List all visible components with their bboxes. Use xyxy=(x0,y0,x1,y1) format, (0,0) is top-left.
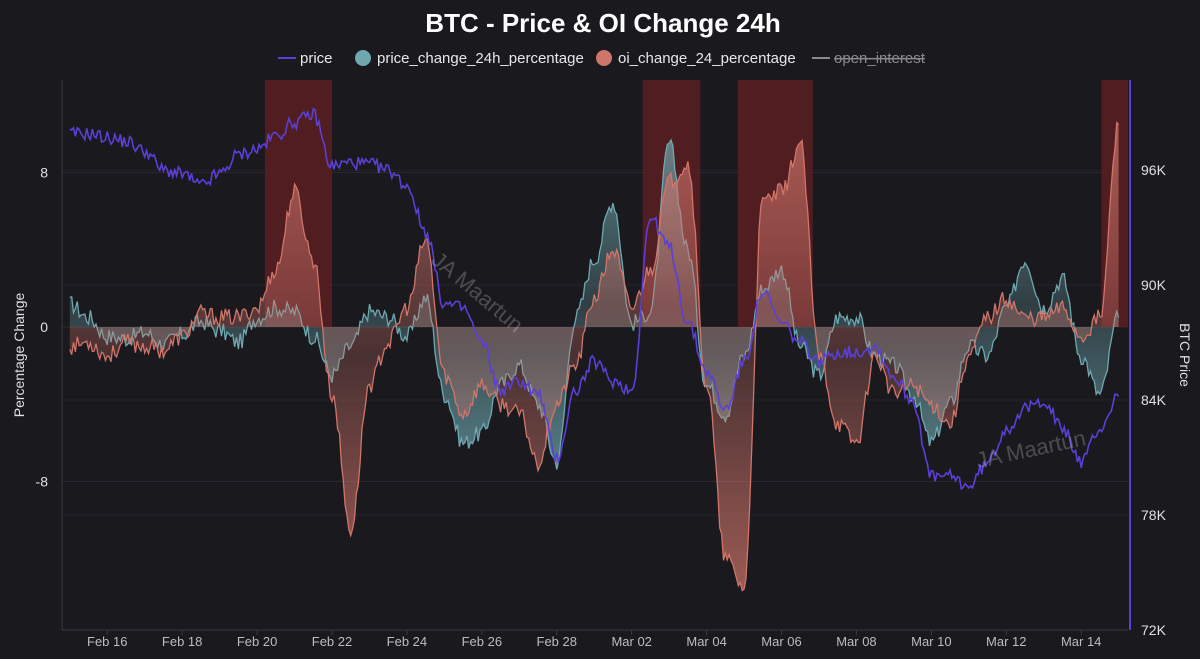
legend-marker-1 xyxy=(355,50,371,66)
x-tick-label-1: Feb 18 xyxy=(162,634,202,649)
x-tick-label-3: Feb 22 xyxy=(312,634,352,649)
y-right-tick-label-4: 72K xyxy=(1141,622,1167,638)
y-right-axis-title: BTC Price xyxy=(1177,323,1193,387)
price-line xyxy=(69,107,1120,491)
legend-label-0: price xyxy=(300,50,333,67)
legend-marker-2 xyxy=(596,50,612,66)
legend-item-oi-change-24-percentage[interactable]: oi_change_24_percentage xyxy=(596,50,796,67)
legend[interactable]: price price_change_24h_percentage oi_chang… xyxy=(278,50,926,67)
y-right-tick-label-0: 96K xyxy=(1141,162,1167,178)
legend-label-1: price_change_24h_percentage xyxy=(377,50,584,67)
x-tick-label-9: Mar 06 xyxy=(761,634,801,649)
area-series xyxy=(69,120,1120,592)
x-tick-label-8: Mar 04 xyxy=(686,634,726,649)
y-left-axis-title: Percentage Change xyxy=(11,293,27,418)
oi-change-area xyxy=(69,122,1119,591)
y-right-tick-label-2: 84K xyxy=(1141,392,1167,408)
x-tick-label-11: Mar 10 xyxy=(911,634,951,649)
x-tick-label-5: Feb 26 xyxy=(462,634,502,649)
y-left-tick-label-1: 0 xyxy=(40,319,48,335)
legend-label-2: oi_change_24_percentage xyxy=(618,50,796,67)
oi-change-line xyxy=(69,120,1120,592)
legend-item-open-interest[interactable]: open_interest xyxy=(812,50,926,67)
x-tick-label-2: Feb 20 xyxy=(237,634,277,649)
x-tick-label-6: Feb 28 xyxy=(537,634,577,649)
x-tick-label-10: Mar 08 xyxy=(836,634,876,649)
x-tick-label-12: Mar 12 xyxy=(986,634,1026,649)
x-tick-label-4: Feb 24 xyxy=(387,634,427,649)
y-left-tick-label-0: 8 xyxy=(40,165,48,181)
x-tick-label-13: Mar 14 xyxy=(1061,634,1101,649)
y-right-tick-label-1: 90K xyxy=(1141,277,1167,293)
x-tick-label-0: Feb 16 xyxy=(87,634,127,649)
y-right-tick-label-3: 78K xyxy=(1141,507,1167,523)
x-tick-label-7: Mar 02 xyxy=(611,634,651,649)
legend-item-price[interactable]: price xyxy=(278,50,333,67)
legend-item-price-change-24h-percentage[interactable]: price_change_24h_percentage xyxy=(355,50,584,67)
chart-title: BTC - Price & OI Change 24h xyxy=(425,8,780,38)
axes: 8 0 -8 96K 90K 84K 78K 72K Feb 16 Feb 18 Feb 20 Feb… xyxy=(11,80,1193,649)
y-left-tick-label-2: -8 xyxy=(36,473,49,489)
legend-label-3: open_interest xyxy=(834,50,926,67)
price-series xyxy=(69,107,1120,491)
